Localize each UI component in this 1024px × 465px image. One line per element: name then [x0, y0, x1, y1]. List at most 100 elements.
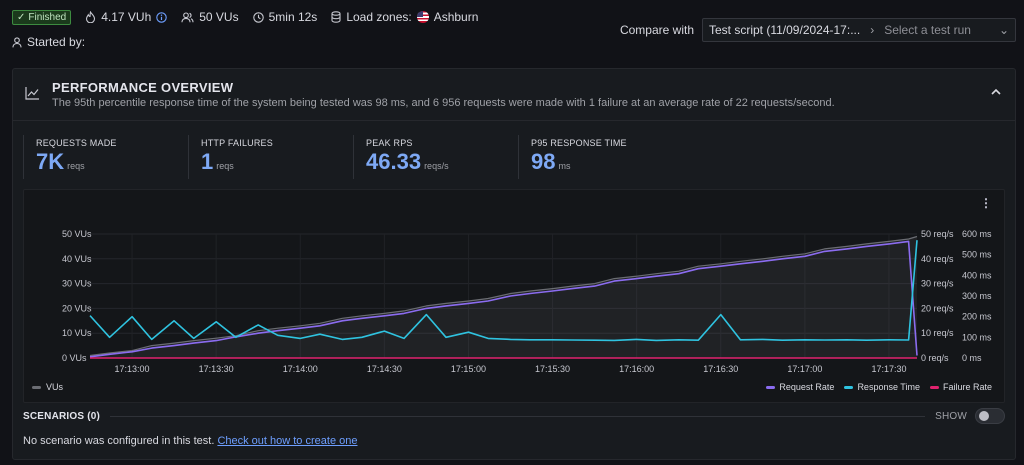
y-tick-rps: 50 req/s: [921, 229, 954, 239]
clock-icon: [252, 11, 264, 23]
show-scenarios-toggle[interactable]: [975, 408, 1005, 424]
empty-text: No scenario was configured in this test.: [23, 435, 215, 447]
stat-requests-made: REQUESTS MADE 7K reqs: [23, 135, 188, 179]
legend-vus[interactable]: VUs: [32, 382, 63, 392]
response-time-swatch: [844, 385, 854, 389]
performance-chart[interactable]: ⋮ 0 VUs 10 VUs 20 VUs 30 VUs 40 VUs 50 VUs 0 r…: [23, 189, 1005, 403]
compare-label: Compare with: [619, 23, 694, 37]
compare-select[interactable]: Test script (11/09/2024-17:... › Select …: [702, 18, 1016, 42]
legend-response-time[interactable]: Response Time: [844, 382, 920, 392]
show-label: SHOW: [935, 410, 967, 422]
stat-p95-response-time: P95 RESPONSE TIME 98 ms: [518, 135, 683, 179]
request-rate-series: [89, 240, 918, 358]
y-tick-vus: 30 VUs: [62, 279, 92, 289]
y-tick-vus: 40 VUs: [62, 254, 92, 264]
stat-label: P95 RESPONSE TIME: [531, 138, 627, 148]
stat-label: HTTP FAILURES: [201, 138, 273, 148]
status-badge-label: Finished: [28, 11, 67, 23]
y-tick-rps: 40 req/s: [921, 254, 954, 264]
x-tick: 17:15:30: [535, 364, 570, 374]
divider: [110, 415, 926, 417]
test-run-select[interactable]: Select a test run: [884, 23, 971, 37]
y-tick-ms: 100 ms: [962, 332, 992, 342]
x-tick: 17:17:30: [871, 364, 906, 374]
create-scenario-link[interactable]: Check out how to create one: [217, 435, 358, 447]
run-meta: ✓ Finished 4.17 VUh 50 VUs 5min 12s Load…: [12, 8, 478, 26]
performance-overview-panel: PERFORMANCE OVERVIEW The 95th percentile…: [12, 68, 1016, 460]
stat-value: 46.33: [366, 149, 422, 174]
y-tick-ms: 200 ms: [962, 312, 992, 322]
stat-unit: reqs: [216, 161, 234, 171]
duration-value: 5min 12s: [268, 10, 318, 24]
us-flag-icon: [416, 11, 429, 23]
users-icon: [181, 11, 194, 22]
summary-stats: REQUESTS MADE 7K reqs HTTP FAILURES 1 reqs…: [23, 135, 683, 179]
legend-label: Request Rate: [779, 382, 835, 392]
started-by: Started by:: [12, 35, 85, 49]
legend-request-rate[interactable]: Request Rate: [766, 382, 834, 392]
x-tick: 17:14:00: [283, 364, 318, 374]
scenarios-section: SCENARIOS (0) SHOW: [23, 408, 1005, 424]
x-tick: 17:17:00: [787, 364, 822, 374]
info-icon[interactable]: [156, 11, 167, 23]
load-zones-meta: Load zones: Ashburn: [331, 10, 478, 24]
vuh-value: 4.17 VUh: [101, 10, 152, 24]
y-tick-ms: 0 ms: [962, 353, 982, 363]
legend-label: Response Time: [857, 382, 920, 392]
load-zone-name: Ashburn: [433, 10, 479, 24]
y-tick-ms: 300 ms: [962, 291, 992, 301]
legend-label: Failure Rate: [942, 382, 992, 392]
legend-metrics: Request Rate Response Time Failure Rate: [766, 382, 992, 392]
panel-header[interactable]: PERFORMANCE OVERVIEW The 95th percentile…: [13, 69, 1015, 121]
started-by-label: Started by:: [27, 35, 86, 49]
stat-label: PEAK RPS: [366, 138, 413, 148]
y-tick-rps: 20 req/s: [921, 303, 954, 313]
x-tick: 17:13:00: [115, 364, 150, 374]
stat-http-failures: HTTP FAILURES 1 reqs: [188, 135, 353, 179]
y-tick-vus: 50 VUs: [62, 229, 92, 239]
y-tick-ms: 600 ms: [962, 229, 992, 239]
stat-value: 7K: [36, 149, 65, 174]
stat-unit: ms: [558, 161, 571, 171]
vus-value: 50 VUs: [199, 10, 239, 24]
y-tick-ms: 500 ms: [962, 250, 992, 260]
stat-unit: reqs/s: [424, 161, 449, 171]
stat-value: 1: [201, 149, 214, 174]
stat-label: REQUESTS MADE: [36, 138, 117, 148]
x-tick: 17:16:30: [703, 364, 738, 374]
panel-title: PERFORMANCE OVERVIEW: [52, 80, 234, 95]
chart-canvas: 0 VUs 10 VUs 20 VUs 30 VUs 40 VUs 50 VUs 0 req…: [62, 229, 992, 374]
scenarios-empty: No scenario was configured in this test.…: [23, 435, 357, 447]
chevron-up-icon[interactable]: [991, 88, 1001, 95]
response-time-series: [89, 240, 918, 342]
vus-swatch: [32, 385, 41, 389]
failure-rate-swatch: [929, 385, 939, 389]
x-tick: 17:15:00: [451, 364, 486, 374]
y-tick-vus: 20 VUs: [62, 303, 92, 313]
y-tick-ms: 400 ms: [962, 270, 992, 280]
x-tick: 17:14:30: [367, 364, 402, 374]
compare-test-script[interactable]: Test script (11/09/2024-17:...: [709, 23, 861, 37]
vus-meta: 50 VUs: [181, 10, 239, 24]
legend-failure-rate[interactable]: Failure Rate: [929, 382, 992, 392]
chevron-down-icon[interactable]: ⌄: [998, 23, 1009, 37]
flame-icon: [86, 11, 96, 23]
y-tick-rps: 30 req/s: [921, 279, 954, 289]
x-tick: 17:13:30: [199, 364, 234, 374]
x-tick: 17:16:00: [619, 364, 654, 374]
line-chart-icon: [25, 87, 39, 100]
test-run-header: ✓ Finished 4.17 VUh 50 VUs 5min 12s Load…: [0, 0, 1024, 60]
stat-value: 98: [531, 149, 556, 174]
vus-series: [89, 235, 918, 357]
database-icon: [331, 11, 341, 23]
compare-with: Compare with Test script (11/09/2024-17:…: [620, 18, 1016, 42]
y-tick-vus: 10 VUs: [62, 328, 92, 338]
chevron-right-icon: ›: [870, 23, 875, 37]
duration-meta: 5min 12s: [252, 10, 318, 24]
panel-subtitle: The 95th percentile response time of the…: [52, 97, 835, 109]
check-icon: ✓: [17, 11, 26, 23]
scenarios-title: SCENARIOS (0): [23, 410, 101, 422]
stat-peak-rps: PEAK RPS 46.33 reqs/s: [353, 135, 518, 179]
load-zones-label: Load zones:: [346, 10, 412, 24]
more-options-icon[interactable]: ⋮: [980, 196, 992, 210]
